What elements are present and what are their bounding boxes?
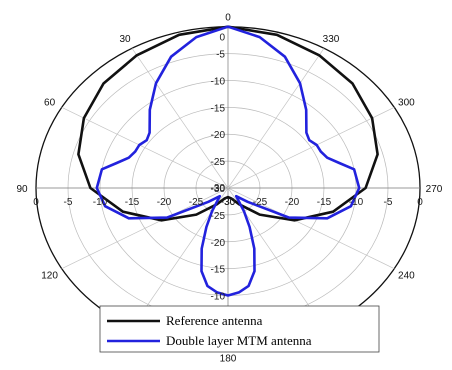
grid-spoke bbox=[131, 48, 229, 189]
radial-tick-label-lower: -10 bbox=[211, 292, 226, 303]
radial-tick-label-left: -10 bbox=[93, 197, 108, 208]
radial-tick-label-upper: -25 bbox=[211, 157, 226, 168]
angle-label-120: 120 bbox=[41, 271, 58, 282]
radial-tick-label-right: -25 bbox=[253, 197, 268, 208]
angle-label-30: 30 bbox=[119, 34, 131, 45]
radial-tick-label-left: -5 bbox=[64, 197, 73, 208]
legend: Reference antenna Double layer MTM anten… bbox=[99, 305, 380, 353]
grid-spoke bbox=[227, 187, 395, 269]
radial-tick-label-lower: -15 bbox=[211, 265, 226, 276]
radial-tick-label-right: -5 bbox=[384, 197, 393, 208]
radial-tick-label-right: 0 bbox=[417, 197, 423, 208]
angle-label-60: 60 bbox=[44, 97, 56, 108]
radial-tick-label-left: -20 bbox=[157, 197, 172, 208]
radial-tick-label-left: -15 bbox=[125, 197, 140, 208]
radial-tick-labels: 0 -5 -10 -15 -20 -25 -30 -25 -20 -15 -10 0 -5 -10 -15 -… bbox=[33, 33, 423, 303]
radial-tick-label-lower: -20 bbox=[211, 238, 226, 249]
grid-spoke bbox=[61, 187, 229, 269]
radial-tick-label-left: -30 bbox=[221, 197, 236, 208]
radial-tick-label-upper: -30 bbox=[211, 184, 226, 195]
grid-spoke bbox=[227, 48, 325, 189]
angle-label-0: 0 bbox=[225, 13, 231, 24]
radial-tick-label-left: -25 bbox=[189, 197, 204, 208]
radial-tick-label-right: -10 bbox=[349, 197, 364, 208]
radial-tick-label-center: -30 bbox=[211, 183, 226, 194]
series-layer bbox=[77, 25, 379, 297]
series-line-double-layer-mtm-antenna bbox=[95, 25, 361, 297]
series-line-reference-antenna bbox=[77, 25, 379, 222]
grid-spoke bbox=[227, 107, 395, 189]
radial-tick-label-upper: -10 bbox=[211, 76, 226, 87]
legend-label-reference-antenna: Reference antenna bbox=[166, 313, 263, 328]
radial-tick-label-upper: -5 bbox=[216, 50, 225, 61]
angle-label-240: 240 bbox=[398, 271, 415, 282]
radial-tick-label-right: -20 bbox=[285, 197, 300, 208]
radial-tick-label-lower: -25 bbox=[211, 211, 226, 222]
angle-labels: 0 30 60 90 120 180 240 270 300 330 bbox=[16, 13, 442, 365]
polar-grid bbox=[35, 26, 421, 350]
grid-spoke bbox=[61, 107, 229, 189]
angle-label-330: 330 bbox=[323, 34, 340, 45]
radial-tick-label-left: 0 bbox=[33, 197, 39, 208]
angle-label-300: 300 bbox=[398, 97, 415, 108]
radial-tick-label-right: -15 bbox=[317, 197, 332, 208]
radial-tick-label-upper: -20 bbox=[211, 130, 226, 141]
legend-box bbox=[99, 305, 380, 353]
angle-label-90: 90 bbox=[16, 184, 28, 195]
angle-label-270: 270 bbox=[426, 184, 443, 195]
radial-tick-label-upper: -15 bbox=[211, 103, 226, 114]
legend-label-double-layer-mtm-antenna: Double layer MTM antenna bbox=[166, 333, 312, 348]
radial-tick-label-upper: 0 bbox=[219, 33, 225, 44]
angle-label-180: 180 bbox=[220, 353, 237, 364]
radial-tick-label-right: -30 bbox=[221, 197, 236, 208]
